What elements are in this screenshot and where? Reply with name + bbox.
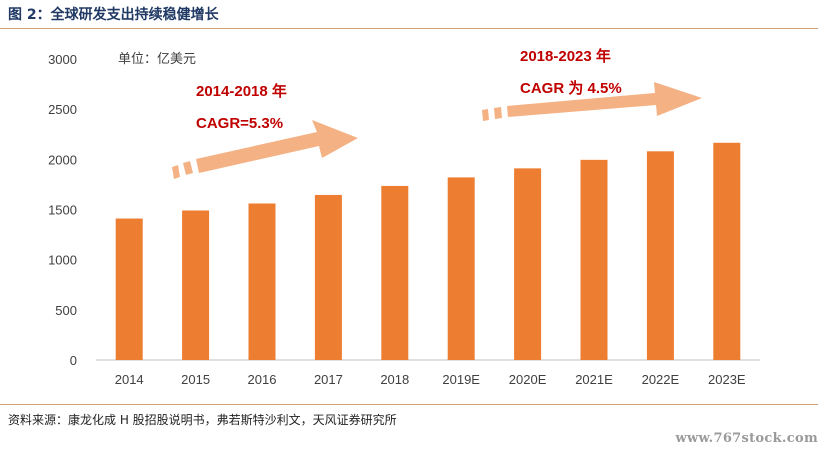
bottom-divider	[0, 404, 818, 405]
bar	[314, 194, 342, 360]
bar	[646, 151, 674, 360]
y-tick-label: 2500	[48, 102, 77, 117]
x-axis: 2014 2015 2016 2017 2018 2019E 2020E 2021E 2022E…	[115, 372, 746, 387]
y-tick-label: 3000	[48, 52, 77, 67]
unit-label: 单位：亿美元	[118, 51, 196, 66]
bar	[514, 168, 542, 360]
x-tick-label: 2014	[115, 372, 144, 387]
watermark: www.767stock.com	[675, 431, 818, 446]
annotation-period-1: 2014-2018 年	[196, 82, 287, 100]
bar	[248, 203, 276, 360]
bar	[115, 218, 143, 360]
x-tick-label: 2021E	[575, 372, 613, 387]
bar	[713, 142, 741, 360]
x-tick-label: 2020E	[509, 372, 547, 387]
y-tick-label: 2000	[48, 152, 77, 167]
top-divider	[0, 28, 818, 29]
bar	[381, 185, 409, 360]
x-tick-label: 2015	[181, 372, 210, 387]
bar	[182, 210, 210, 360]
growth-arrow-2	[482, 82, 702, 121]
annotation-period-2: 2018-2023 年	[520, 47, 611, 65]
x-tick-label: 2018	[380, 372, 409, 387]
y-axis: 0 500 1000 1500 2000 2500 3000	[48, 52, 77, 368]
bar-series	[115, 142, 741, 360]
growth-arrow-1	[172, 120, 358, 179]
y-tick-label: 0	[70, 353, 77, 368]
y-tick-label: 1000	[48, 253, 77, 268]
y-tick-label: 500	[55, 303, 77, 318]
bar	[447, 177, 475, 360]
annotation-cagr-1: CAGR=5.3%	[196, 115, 283, 132]
x-tick-label: 2019E	[442, 372, 480, 387]
x-tick-label: 2017	[314, 372, 343, 387]
x-tick-label: 2022E	[642, 372, 680, 387]
annotation-cagr-2: CAGR 为 4.5%	[520, 79, 622, 97]
x-tick-label: 2023E	[708, 372, 746, 387]
x-tick-label: 2016	[248, 372, 277, 387]
figure-title: 图 2：全球研发支出持续稳健增长	[8, 7, 219, 23]
y-tick-label: 1500	[48, 203, 77, 218]
bar	[580, 159, 608, 360]
source-note: 资料来源：康龙化成 H 股招股说明书，弗若斯特沙利文，天风证券研究所	[8, 413, 397, 427]
